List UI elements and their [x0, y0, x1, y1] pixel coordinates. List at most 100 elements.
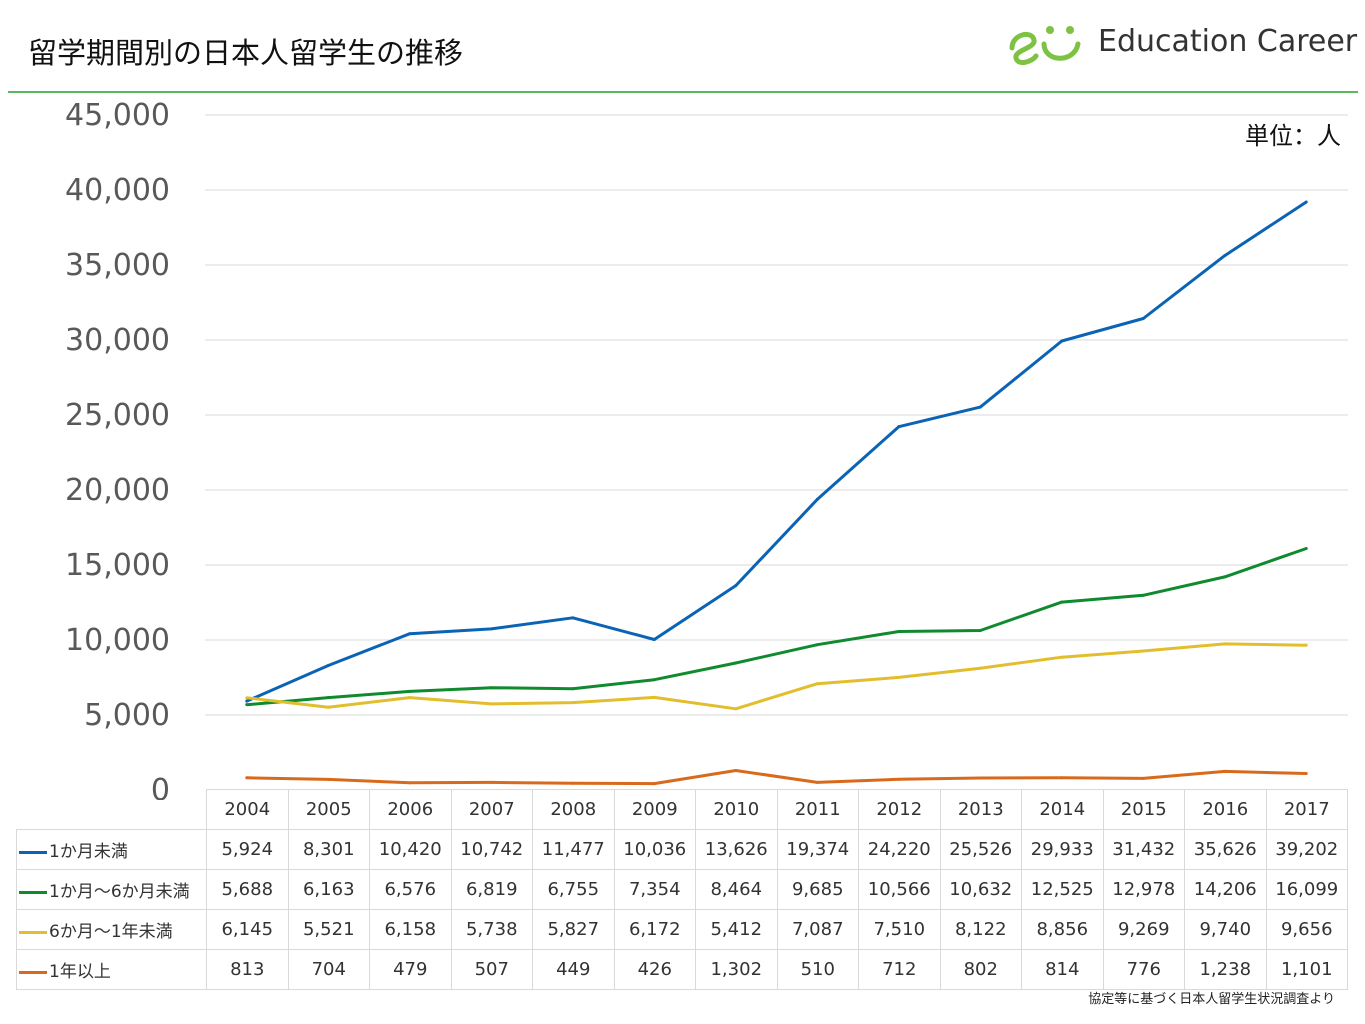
data-point — [1141, 776, 1145, 780]
table-header-row: 2004 2005 2006 2007 2008 2009 2010 2011 2012 2013… — [16, 789, 1348, 830]
data-point — [408, 781, 412, 785]
data-cell: 5,521 — [287, 909, 370, 950]
data-cell: 12,525 — [1021, 869, 1104, 910]
data-point — [1223, 642, 1227, 646]
series-legend-cell: 1年以上 — [16, 949, 207, 990]
data-cell: 449 — [532, 949, 615, 990]
legend-swatch — [19, 890, 47, 894]
data-point — [978, 405, 982, 409]
education-career-logo[interactable]: Education Career — [1006, 18, 1357, 68]
data-cell: 6,145 — [206, 909, 289, 950]
year-header: 2010 — [695, 789, 778, 830]
table-row: 6か月～1年未満 6,145 5,521 6,158 5,738 5,827 6,172 5,… — [16, 909, 1348, 950]
unit-label: 単位：人 — [1245, 122, 1341, 150]
y-tick-label: 25,000 — [65, 398, 170, 433]
year-header: 2007 — [450, 789, 533, 830]
line-chart: 05,00010,00015,00020,00025,00030,00035,0… — [65, 98, 1348, 800]
data-point — [408, 696, 412, 700]
data-point — [326, 777, 330, 781]
year-header: 2016 — [1184, 789, 1267, 830]
data-point — [734, 707, 738, 711]
data-point — [978, 776, 982, 780]
data-cell: 35,626 — [1184, 829, 1267, 870]
data-point — [571, 687, 575, 691]
data-point — [245, 696, 249, 700]
data-cell: 6,576 — [369, 869, 452, 910]
y-tick-label: 10,000 — [65, 623, 170, 658]
series-line-0 — [246, 200, 1308, 703]
series-name: 1か月～6か月未満 — [49, 882, 190, 902]
data-cell: 704 — [287, 949, 370, 990]
header-divider — [8, 91, 1358, 93]
data-cell: 814 — [1021, 949, 1104, 990]
data-cell: 14,206 — [1184, 869, 1267, 910]
data-point — [571, 701, 575, 705]
legend-swatch — [19, 970, 47, 974]
data-point — [897, 425, 901, 429]
data-cell: 776 — [1102, 949, 1185, 990]
data-cell: 25,526 — [939, 829, 1022, 870]
data-cell: 6,163 — [287, 869, 370, 910]
data-point — [1060, 655, 1064, 659]
data-point — [245, 776, 249, 780]
data-point — [1060, 339, 1064, 343]
data-cell: 7,354 — [613, 869, 696, 910]
data-point — [815, 643, 819, 647]
y-tick-label: 15,000 — [65, 548, 170, 583]
data-cell: 29,933 — [1021, 829, 1104, 870]
table-row: 1年以上 813 704 479 507 449 426 1,302 510 712 802 814 7… — [16, 949, 1348, 990]
data-point — [1304, 200, 1308, 204]
data-cell: 6,819 — [450, 869, 533, 910]
data-point — [978, 629, 982, 633]
data-point — [1141, 649, 1145, 653]
data-cell: 16,099 — [1265, 869, 1348, 910]
legend-swatch — [19, 850, 47, 854]
year-header: 2015 — [1102, 789, 1185, 830]
series-lines — [245, 200, 1308, 786]
data-cell: 8,122 — [939, 909, 1022, 950]
data-cell: 6,172 — [613, 909, 696, 950]
data-cell: 11,477 — [532, 829, 615, 870]
data-point — [652, 678, 656, 682]
data-cell: 8,464 — [695, 869, 778, 910]
data-point — [897, 675, 901, 679]
year-header: 2013 — [939, 789, 1022, 830]
data-cell: 479 — [369, 949, 452, 990]
gridlines — [205, 114, 1348, 716]
year-header: 2011 — [776, 789, 859, 830]
data-cell: 8,856 — [1021, 909, 1104, 950]
y-tick-label: 40,000 — [65, 173, 170, 208]
data-cell: 10,632 — [939, 869, 1022, 910]
data-cell: 7,510 — [858, 909, 941, 950]
data-cell: 8,301 — [287, 829, 370, 870]
series-line-3 — [246, 769, 1307, 786]
year-header: 2012 — [858, 789, 941, 830]
y-tick-label: 20,000 — [65, 473, 170, 508]
data-point — [978, 666, 982, 670]
data-cell: 12,978 — [1102, 869, 1185, 910]
data-cell: 426 — [613, 949, 696, 990]
series-name: 1年以上 — [49, 962, 111, 982]
series-name: 6か月～1年未満 — [49, 922, 173, 942]
data-point — [734, 661, 738, 665]
data-cell: 5,738 — [450, 909, 533, 950]
data-point — [489, 780, 493, 784]
data-point — [326, 696, 330, 700]
data-point — [489, 702, 493, 706]
series-line-1 — [246, 547, 1307, 707]
year-header: 2006 — [369, 789, 452, 830]
data-cell: 31,432 — [1102, 829, 1185, 870]
data-point — [652, 782, 656, 786]
series-legend-cell: 1か月未満 — [16, 829, 207, 870]
data-cell: 9,740 — [1184, 909, 1267, 950]
data-point — [489, 686, 493, 690]
data-point — [489, 627, 493, 631]
data-point — [1223, 575, 1227, 579]
logo-mark-icon — [1009, 26, 1081, 65]
data-cell: 1,238 — [1184, 949, 1267, 990]
data-cell: 5,412 — [695, 909, 778, 950]
y-axis-ticks: 05,00010,00015,00020,00025,00030,00035,0… — [65, 98, 170, 800]
data-point — [734, 584, 738, 588]
data-cell: 5,827 — [532, 909, 615, 950]
year-header: 2008 — [532, 789, 615, 830]
